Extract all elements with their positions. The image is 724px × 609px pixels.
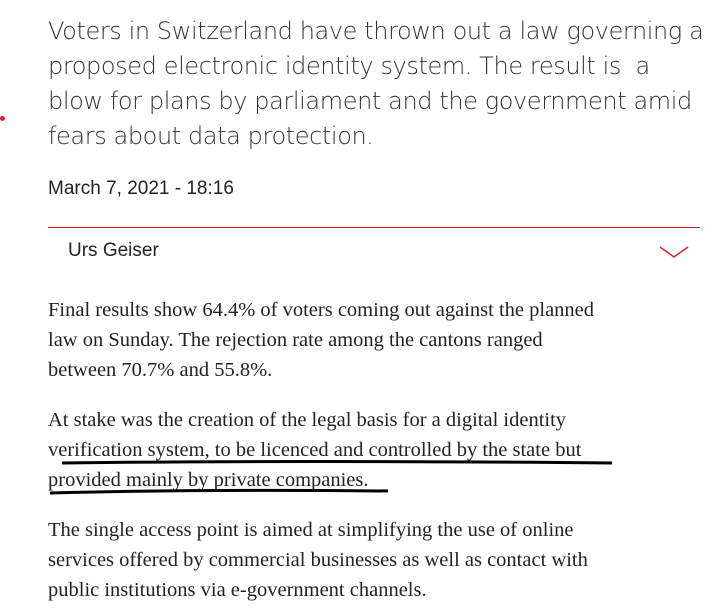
chevron (659, 246, 689, 258)
paragraph-line: verification system, to be licenced and … (48, 439, 582, 461)
lead: Voters in Switzerland have thrown out a … (48, 14, 704, 154)
paragraph-line: provided mainly by private companies. (48, 469, 369, 491)
paragraph-line: between 70.7% and 55.8%. (48, 359, 273, 381)
paragraph-line: Final results show 64.4% of voters comin… (48, 299, 595, 321)
hand-underline (61, 460, 613, 465)
divider (48, 227, 700, 228)
paragraph: At stake was the creation of the legal b… (48, 405, 581, 495)
paragraph-line: The single access point is aimed at simp… (48, 519, 574, 541)
paragraph-line: law on Sunday. The rejection rate among … (48, 329, 543, 351)
lead-line: blow for plans by parliament and the gov… (48, 87, 692, 115)
lead-line: Voters in Switzerland have thrown out a … (48, 17, 704, 45)
hand-underline (49, 488, 389, 495)
date: March 7, 2021 - 18:16 (48, 178, 234, 199)
author[interactable]: Urs Geiser (68, 240, 159, 261)
lead-line: proposed electronic identity system. The… (48, 52, 650, 80)
lead-line: fears about data protection. (48, 122, 374, 150)
expand-chevron[interactable] (658, 244, 690, 260)
paragraph: Final results show 64.4% of voters comin… (48, 295, 594, 385)
red-dot (0, 116, 5, 121)
paragraph-line: services offered by commercial businesse… (48, 549, 588, 571)
paragraph-line: At stake was the creation of the legal b… (48, 409, 567, 431)
paragraph: The single access point is aimed at simp… (48, 515, 588, 605)
paragraph-line: public institutions via e-government cha… (48, 579, 427, 601)
